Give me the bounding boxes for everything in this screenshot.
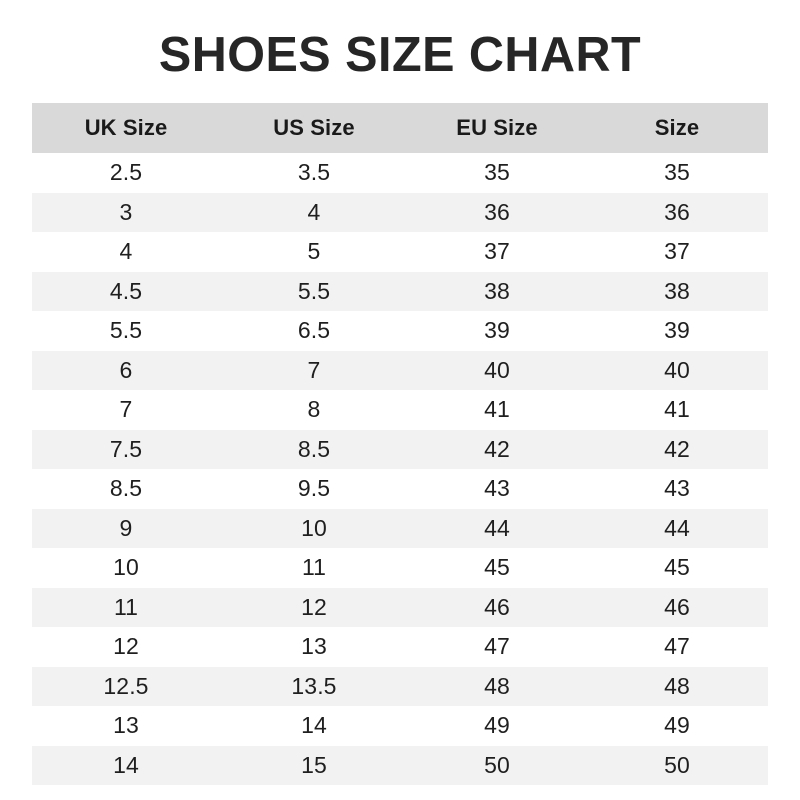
table-cell: 4.5	[109, 277, 143, 304]
table-row: 11 12 46 46	[32, 587, 768, 627]
table-cell: 48	[664, 672, 690, 699]
table-cell: 13	[113, 712, 139, 739]
table-cell: 12.5	[103, 672, 149, 699]
table-cell: 35	[484, 159, 510, 186]
table-row: 2.5 3.5 35 35	[32, 153, 768, 193]
table-header-row: UK Size US Size EU Size Size	[32, 103, 768, 153]
table-cell: 3	[119, 198, 133, 225]
table-row: 4 5 37 37	[32, 232, 768, 272]
table-cell: 10	[113, 554, 139, 581]
table-cell: 48	[484, 672, 510, 699]
table-row: 12 13 47 47	[32, 627, 768, 667]
table-cell: 5.5	[109, 317, 143, 344]
column-header-eu-size: EU Size	[456, 115, 538, 140]
table-cell: 36	[484, 198, 510, 225]
table-cell: 11	[113, 593, 139, 620]
table-cell: 45	[664, 554, 690, 581]
table-cell: 2.5	[109, 159, 143, 186]
table-cell: 44	[664, 514, 690, 541]
table-row: 6 7 40 40	[32, 350, 768, 390]
table-cell: 43	[484, 475, 510, 502]
table-row: 4.5 5.5 38 38	[32, 271, 768, 311]
table-cell: 46	[664, 593, 690, 620]
table-cell: 8.5	[297, 435, 331, 462]
table-cell: 39	[484, 317, 510, 344]
page-title: SHOES SIZE CHART	[158, 28, 642, 82]
table-row: 3 4 36 36	[32, 192, 768, 232]
table-cell: 39	[664, 317, 690, 344]
table-cell: 40	[484, 356, 510, 383]
shoes-size-table: UK Size US Size EU Size Size 2.5 3.5 35 35 3…	[32, 103, 768, 785]
table-cell: 37	[664, 238, 690, 265]
table-cell: 49	[484, 712, 510, 739]
table-cell: 45	[484, 554, 510, 581]
table-cell: 4	[307, 198, 321, 225]
table-cell: 38	[664, 277, 690, 304]
table-cell: 41	[664, 396, 690, 423]
table-row: 13 14 49 49	[32, 706, 768, 746]
table-row: 9 10 44 44	[32, 508, 768, 548]
table-cell: 12	[113, 633, 139, 660]
table-cell: 9	[119, 514, 133, 541]
table-cell: 36	[664, 198, 690, 225]
table-cell: 38	[484, 277, 510, 304]
column-header-uk-size: UK Size	[84, 115, 168, 140]
table-cell: 15	[301, 751, 327, 778]
table-cell: 44	[484, 514, 510, 541]
table-row: 7 8 41 41	[32, 390, 768, 430]
table-cell: 43	[664, 475, 690, 502]
table-cell: 8.5	[109, 475, 143, 502]
table-cell: 14	[113, 751, 139, 778]
column-header-size: Size	[654, 115, 700, 140]
table-row: 14 15 50 50	[32, 745, 768, 785]
table-cell: 7	[119, 396, 133, 423]
table-cell: 49	[664, 712, 690, 739]
table-cell: 7.5	[109, 435, 143, 462]
table-cell: 35	[664, 159, 690, 186]
table-cell: 46	[484, 593, 510, 620]
table-cell: 47	[484, 633, 510, 660]
table-cell: 14	[301, 712, 327, 739]
table-cell: 4	[119, 238, 133, 265]
table-cell: 13.5	[291, 672, 337, 699]
table-cell: 13	[301, 633, 327, 660]
table-cell: 37	[484, 238, 510, 265]
table-row: 7.5 8.5 42 42	[32, 429, 768, 469]
table-row: 12.5 13.5 48 48	[32, 666, 768, 706]
table-header: UK Size US Size EU Size Size	[32, 103, 768, 153]
table-cell: 40	[664, 356, 690, 383]
table-cell: 11	[301, 554, 327, 581]
table-row: 5.5 6.5 39 39	[32, 311, 768, 351]
table-cell: 3.5	[297, 159, 331, 186]
table-cell: 42	[484, 435, 510, 462]
table-body: 2.5 3.5 35 35 3 4 36 36 4 5 37 37 4.5 5.5 38 38 5.5 6.5 39…	[32, 153, 768, 785]
table-cell: 12	[301, 593, 327, 620]
table-cell: 50	[664, 751, 690, 778]
table-cell: 9.5	[297, 475, 331, 502]
table-cell: 5	[307, 238, 321, 265]
table-cell: 42	[664, 435, 690, 462]
table-cell: 41	[484, 396, 510, 423]
table-cell: 6	[119, 356, 133, 383]
table-row: 10 11 45 45	[32, 548, 768, 588]
table-cell: 47	[664, 633, 690, 660]
table-cell: 8	[307, 396, 321, 423]
table-cell: 6.5	[297, 317, 331, 344]
table-cell: 7	[307, 356, 321, 383]
table-cell: 5.5	[297, 277, 331, 304]
table-cell: 50	[484, 751, 510, 778]
column-header-us-size: US Size	[273, 115, 355, 140]
table-cell: 10	[301, 514, 327, 541]
table-row: 8.5 9.5 43 43	[32, 469, 768, 509]
